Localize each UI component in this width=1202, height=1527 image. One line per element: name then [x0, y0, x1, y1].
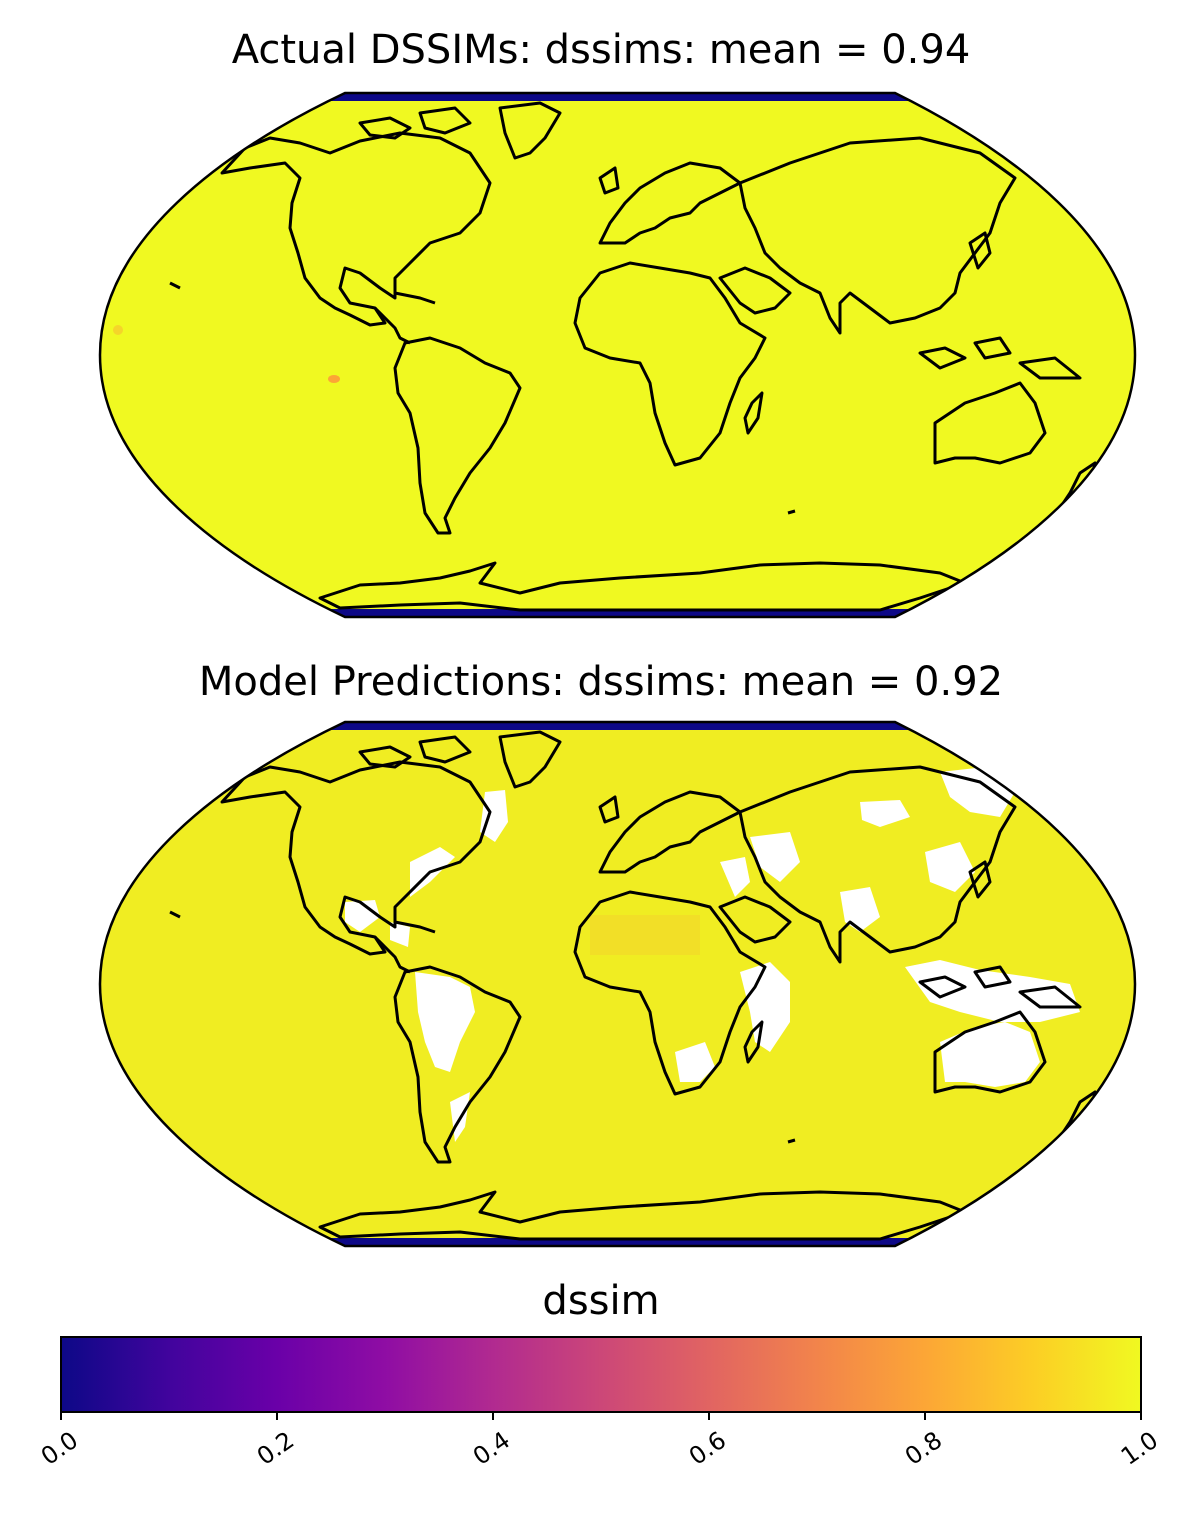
map-actual-field [100, 93, 1135, 617]
panel-title-predictions: Model Predictions: dssims: mean = 0.92 [198, 659, 1004, 705]
colorbar-ticks [60, 1412, 1142, 1420]
map-predictions-north-band [330, 722, 910, 730]
map-predictions-south-band [330, 1238, 910, 1246]
panel-title-actual: Actual DSSIMs: dssims: mean = 0.94 [231, 27, 971, 73]
map-actual [98, 91, 1137, 619]
map-actual-frame [98, 91, 1137, 619]
map-actual-south-band [330, 609, 910, 617]
colorbar [60, 1336, 1142, 1420]
map-predictions [98, 720, 1137, 1248]
map-actual-north-band [330, 93, 910, 101]
colorbar-gradient [60, 1336, 1142, 1413]
map-actual-anomaly [113, 325, 123, 335]
map-actual-anomaly [328, 375, 340, 383]
colorbar-label: dssim [542, 1278, 660, 1324]
map-predictions-frame [98, 720, 1137, 1248]
map-predictions-anomaly [590, 915, 700, 955]
